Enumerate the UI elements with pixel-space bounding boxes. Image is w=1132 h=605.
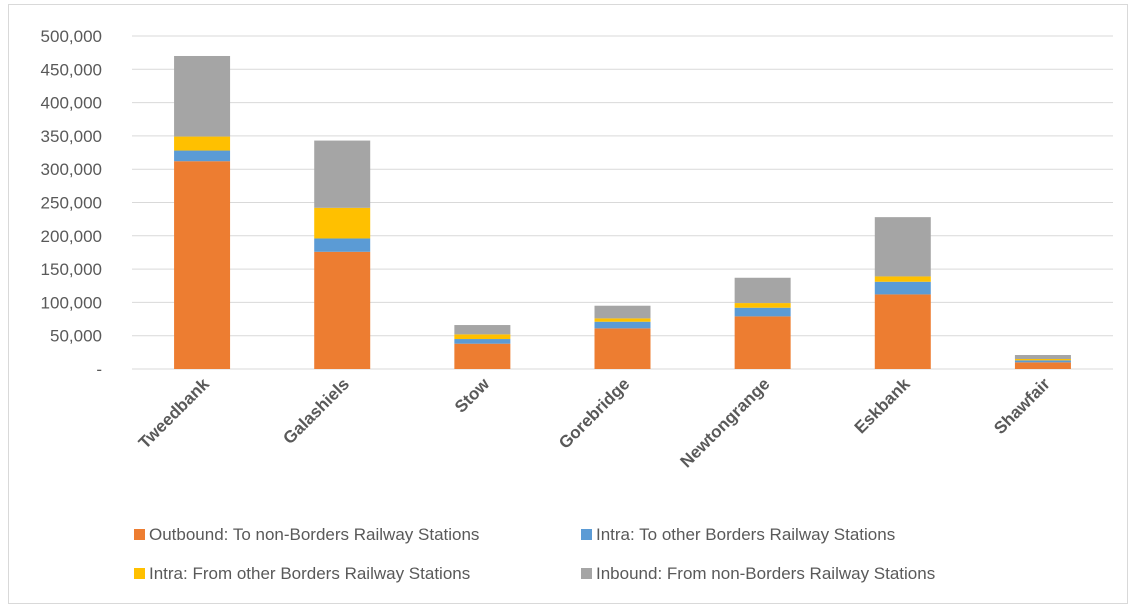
legend-label: Outbound: To non-Borders Railway Station… [149, 525, 479, 544]
bar-segment [594, 305, 651, 319]
bar-segment [314, 251, 371, 369]
bar-segment [314, 207, 371, 239]
y-tick-label: 50,000 [50, 327, 102, 346]
x-tick-label: Shawfair [990, 374, 1054, 438]
bar-segment [874, 217, 931, 277]
y-tick-label: 300,000 [41, 160, 102, 179]
bar-segment [874, 294, 931, 369]
x-tick-label: Tweedbank [135, 374, 213, 452]
bar-segment [734, 307, 791, 317]
bar-segment [174, 161, 231, 369]
bar-segment [314, 140, 371, 208]
bar-segment [454, 343, 511, 369]
bar-segment [734, 303, 791, 308]
y-tick-label: 400,000 [41, 94, 102, 113]
bar-segment [1014, 355, 1071, 360]
y-tick-label: 250,000 [41, 194, 102, 213]
bar-segment [1014, 362, 1071, 369]
bar-segment [174, 136, 231, 151]
bar-segment [594, 318, 651, 322]
legend-swatch [581, 529, 592, 540]
legend-swatch [134, 568, 145, 579]
y-tick-label: 350,000 [41, 127, 102, 146]
y-tick-label: 500,000 [41, 27, 102, 46]
bar-segment [454, 334, 511, 340]
y-tick-label: 150,000 [41, 260, 102, 279]
bar-segment [1014, 359, 1071, 361]
x-tick-label: Galashiels [279, 374, 353, 448]
x-tick-label: Stow [451, 374, 494, 417]
bar-segment [734, 277, 791, 304]
bar-segment [174, 55, 231, 137]
bar-segment [454, 339, 511, 344]
bar-segment [454, 325, 511, 335]
legend-swatch [581, 568, 592, 579]
bar-segment [314, 238, 371, 252]
bar-segment [734, 316, 791, 369]
y-tick-label: 450,000 [41, 60, 102, 79]
x-tick-label: Gorebridge [555, 374, 633, 452]
legend-label: Inbound: From non-Borders Railway Statio… [596, 564, 935, 583]
y-tick-label: - [96, 360, 102, 379]
bar-segment [594, 321, 651, 329]
legend-label: Intra: From other Borders Railway Statio… [149, 564, 470, 583]
y-tick-label: 100,000 [41, 293, 102, 312]
bar-segment [594, 328, 651, 369]
legend-label: Intra: To other Borders Railway Stations [596, 525, 895, 544]
bar-segment [874, 276, 931, 282]
x-tick-label: Eskbank [851, 374, 914, 437]
legend-swatch [134, 529, 145, 540]
bar-segment [1014, 360, 1071, 363]
bar-segment [174, 150, 231, 162]
x-tick-label: Newtongrange [677, 374, 774, 471]
bar-segment [874, 281, 931, 295]
y-tick-label: 200,000 [41, 227, 102, 246]
